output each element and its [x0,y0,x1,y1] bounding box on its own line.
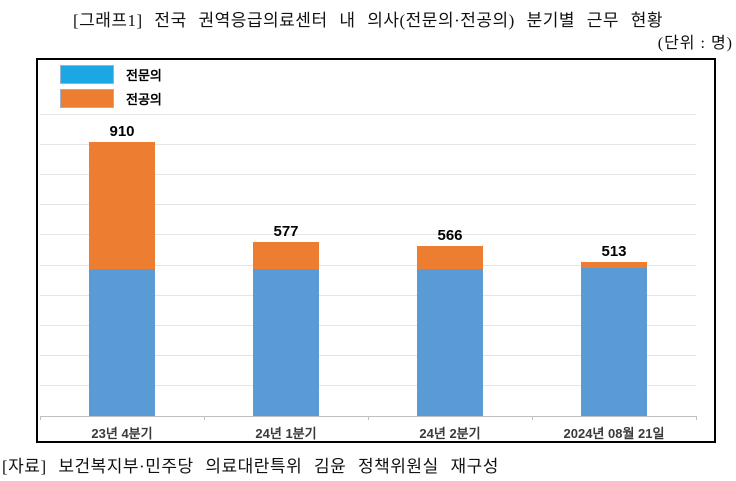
bar-segment-전공의 [89,142,155,270]
x-axis-labels: 23년 4분기 24년 1분기 24년 2분기 2024년 08월 21일 [40,423,696,442]
unit-label: (단위 : 명) [657,35,733,52]
legend-label: 전공의 [126,92,162,107]
plot-area: 910 577 566 513 [40,114,697,420]
bar-segment-전공의 [581,261,647,268]
bar-segment-전공의 [253,242,319,269]
gridline [40,264,696,266]
x-axis-label: 2024년 08월 21일 [563,426,665,441]
gridline [40,114,696,115]
gridline [40,324,696,326]
bar-total-label: 513 [601,242,627,260]
bar-segment-전문의 [253,268,319,416]
x-axis-label: 23년 4분기 [91,426,153,441]
axis-tick [696,416,697,420]
x-axis-label: 24년 1분기 [255,426,317,441]
axis-tick [368,416,369,420]
gridline [40,204,696,206]
bar-segment-전공의 [417,245,483,269]
bar-group: 577 [204,115,368,416]
legend-item-0: 전문의 [60,65,162,84]
bar-total-label: 566 [437,226,463,244]
axis-tick [204,416,205,420]
gridline [40,174,696,176]
x-axis-label: 24년 2분기 [419,426,481,441]
axis-tick [40,416,41,420]
bar-segment-전문의 [417,268,483,416]
gridline [40,294,696,296]
legend-swatch-icon [60,89,114,108]
legend-item-1: 전공의 [60,89,162,108]
bar-total-label: 910 [109,123,135,141]
gridline [40,354,696,356]
axis-tick [532,416,533,420]
bars-container: 910 577 566 513 [40,115,696,416]
bar-group: 513 [532,115,696,416]
bar-total-label: 577 [273,223,299,241]
gridline [40,234,696,236]
legend-label: 전문의 [126,68,162,83]
bar-segment-전문의 [581,267,647,416]
gridline [40,144,696,146]
bar-segment-전문의 [89,269,155,416]
chart-title: [그래프1] 전국 권역응급의료센터 내 의사(전문의·전공의) 분기별 근무 … [72,11,664,30]
bar-group: 566 [368,115,532,416]
legend-swatch-icon [60,65,114,84]
source-note: [자료] 보건복지부·민주당 의료대란특위 김윤 정책위원실 재구성 [2,457,499,476]
gridline [40,384,696,386]
bar-group: 910 [40,115,204,416]
